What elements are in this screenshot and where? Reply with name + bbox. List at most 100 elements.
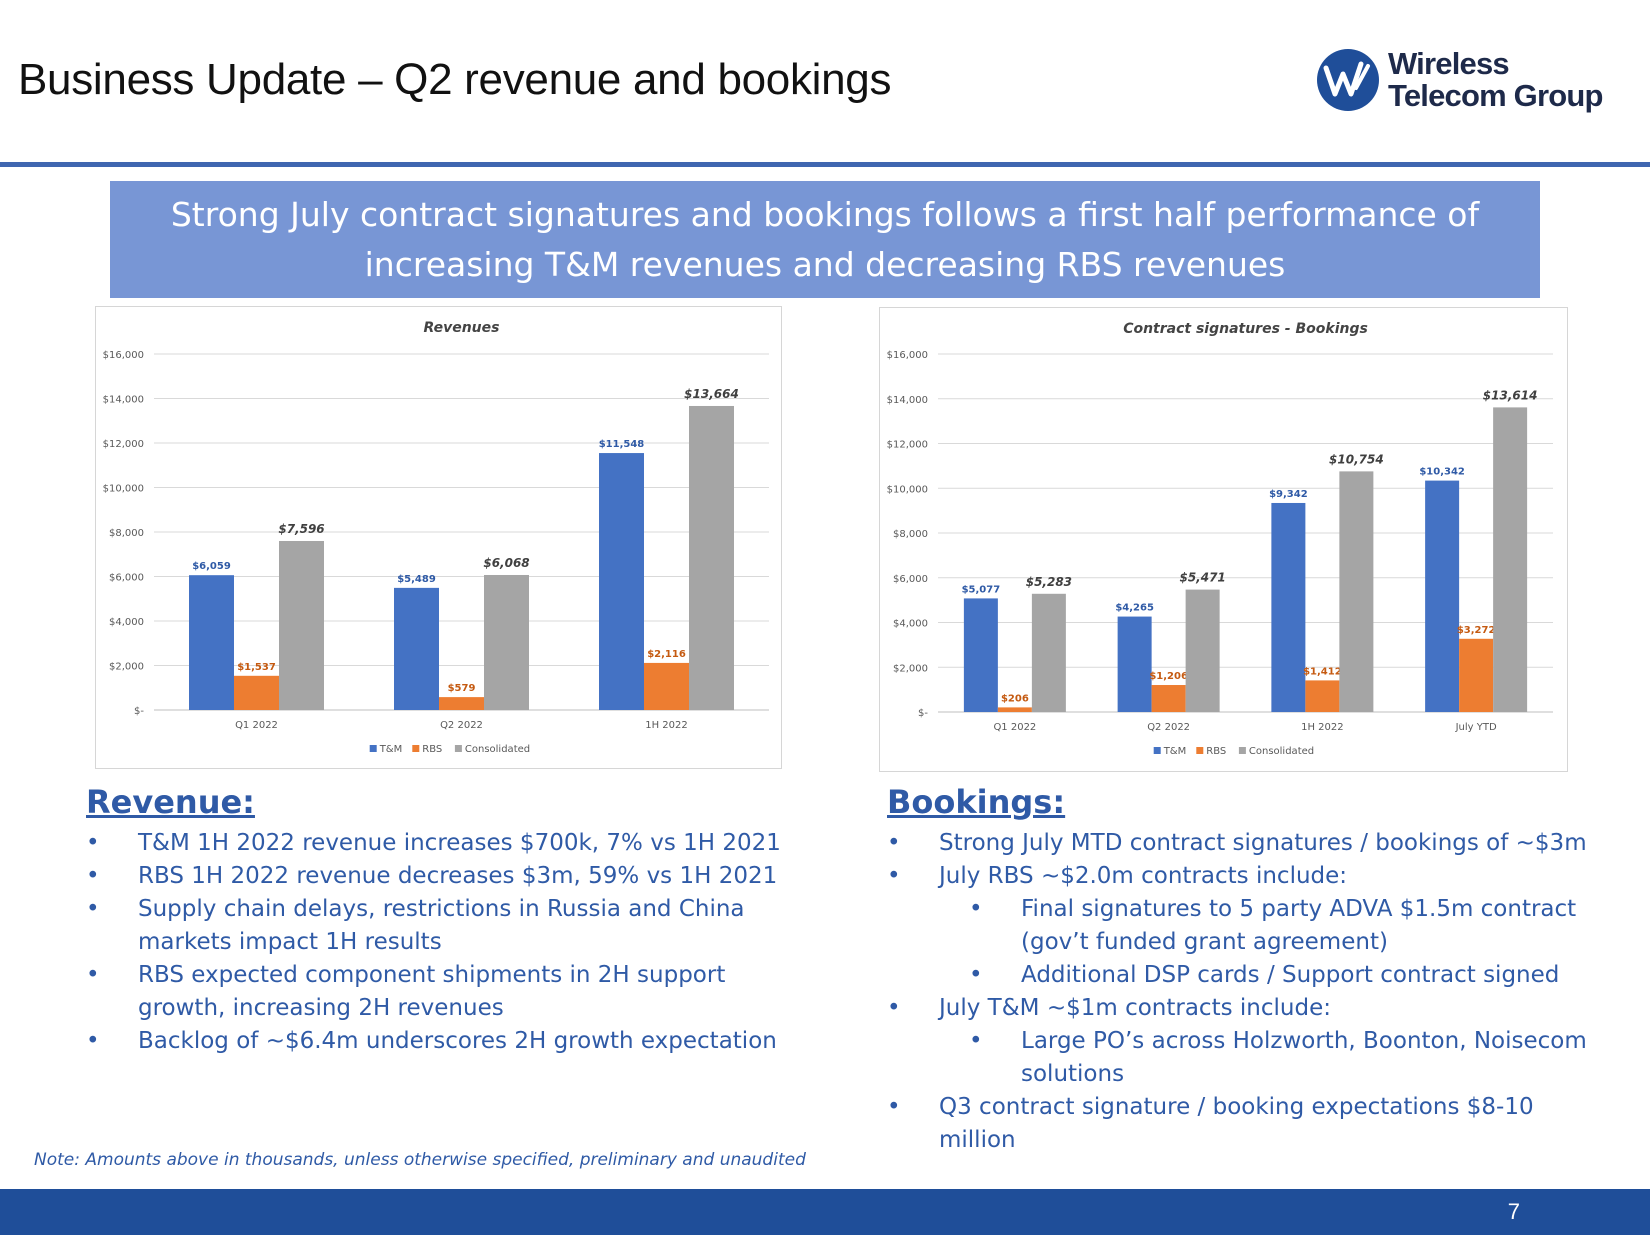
legend-entry: Consolidated: [1249, 746, 1314, 757]
banner-line-2: increasing T&M revenues and decreasing R…: [364, 244, 1286, 284]
legend-swatch: [412, 745, 420, 752]
bookings-bullets: • Strong July MTD contract signatures / b…: [887, 827, 1607, 1157]
data-label: $4,265: [1115, 603, 1154, 614]
revenue-item-text: Supply chain delays, restrictions in Rus…: [138, 896, 745, 955]
legend-entry: T&M: [1163, 746, 1187, 757]
bookings-item-text: Strong July MTD contract signatures / bo…: [939, 830, 1587, 856]
bar-tm: [1271, 502, 1306, 712]
y-tick-label: $16,000: [887, 350, 928, 361]
data-label: $1,537: [237, 662, 276, 673]
y-tick-label: $10,000: [103, 484, 144, 495]
bar-tm: [963, 598, 998, 712]
data-label: $13,664: [684, 387, 739, 401]
revenue-item-text: RBS expected component shipments in 2H s…: [138, 962, 726, 1021]
chart-canvas: Contract signatures - Bookings $- $2,000 $4…: [887, 321, 1553, 757]
logo-wordmark: Wireless Telecom Group: [1388, 48, 1603, 112]
x-tick-label: Q1 2022: [235, 720, 278, 731]
data-label: $5,471: [1179, 571, 1225, 585]
bar-tm: [189, 575, 234, 710]
revenue-heading: Revenue:: [86, 783, 255, 821]
bar-consolidated: [1031, 593, 1066, 712]
data-label: $7,596: [278, 522, 324, 536]
data-label: $6,068: [483, 556, 529, 570]
y-tick-label: $12,000: [103, 439, 144, 450]
bullet-icon: •: [969, 962, 983, 988]
x-tick-label: Q2 2022: [1147, 722, 1190, 733]
bar-consolidated: [279, 540, 324, 710]
data-label: $9,342: [1269, 489, 1308, 500]
legend-swatch: [1196, 747, 1204, 754]
bookings-item-text: July T&M ~$1m contracts include:: [939, 995, 1331, 1021]
data-label: $5,283: [1026, 575, 1072, 589]
bullet-icon: •: [969, 1028, 983, 1054]
data-label: $5,489: [397, 574, 436, 585]
data-label: $3,272: [1457, 625, 1496, 636]
revenue-bullets: • T&M 1H 2022 revenue increases $700k, 7%…: [86, 827, 786, 1058]
revenue-item: • Backlog of ~$6.4m underscores 2H growth…: [86, 1025, 786, 1058]
bullet-icon: •: [887, 830, 901, 856]
banner-line-1: Strong July contract signatures and book…: [170, 194, 1480, 234]
y-tick-label: $6,000: [893, 574, 928, 585]
y-tick-label: $10,000: [887, 484, 928, 495]
bullet-icon: •: [86, 863, 100, 889]
bookings-item-text: Large PO’s across Holzworth, Boonton, No…: [1021, 1028, 1587, 1087]
bullet-icon: •: [887, 1094, 901, 1120]
revenue-item-text: RBS 1H 2022 revenue decreases $3m, 59% v…: [138, 863, 778, 889]
footnote: Note: Amounts above in thousands, unless…: [34, 1150, 806, 1170]
y-tick-label: $8,000: [109, 528, 144, 539]
y-tick-label: $14,000: [103, 395, 144, 406]
data-label: $1,412: [1303, 666, 1342, 677]
y-tick-label: $12,000: [887, 440, 928, 451]
x-tick-label: Q2 2022: [440, 720, 483, 731]
bookings-item: • July T&M ~$1m contracts include:: [887, 992, 1607, 1025]
chart-title: Revenues: [424, 320, 500, 336]
bar-tm: [1117, 616, 1152, 712]
bullet-icon: •: [86, 1028, 100, 1054]
bar-rbs: [997, 707, 1032, 712]
bookings-item: • Strong July MTD contract signatures / b…: [887, 827, 1607, 860]
bar-consolidated: [484, 574, 529, 710]
legend-swatch: [1238, 747, 1246, 754]
revenue-item-text: T&M 1H 2022 revenue increases $700k, 7% …: [138, 830, 781, 856]
revenue-item: • RBS expected component shipments in 2H …: [86, 959, 786, 1025]
bar-consolidated: [689, 405, 734, 710]
chart-title: Contract signatures - Bookings: [1123, 321, 1368, 337]
revenue-item-text: Backlog of ~$6.4m underscores 2H growth …: [138, 1028, 777, 1054]
bookings-item: • Q3 contract signature / booking expecta…: [887, 1091, 1607, 1157]
bar-consolidated: [1339, 471, 1374, 712]
footer-bar: 7: [0, 1189, 1650, 1235]
revenue-section: Revenue: • T&M 1H 2022 revenue increases …: [86, 783, 786, 1058]
bookings-heading: Bookings:: [887, 783, 1066, 821]
x-tick-label: 1H 2022: [1301, 722, 1344, 733]
revenues-chart: Revenues $- $2,000 $4,000 $6,000 $8,000 $10,00…: [95, 306, 782, 769]
logo-line-1: Wireless: [1388, 46, 1510, 81]
legend-entry: Consolidated: [465, 744, 530, 755]
y-tick-label: $-: [134, 706, 144, 717]
revenue-item: • T&M 1H 2022 revenue increases $700k, 7%…: [86, 827, 786, 860]
data-label: $2,116: [647, 649, 686, 660]
data-label: $5,077: [962, 584, 1001, 595]
x-tick-label: July YTD: [1455, 722, 1497, 733]
bookings-item: • July RBS ~$2.0m contracts include:: [887, 860, 1607, 893]
bullet-icon: •: [887, 995, 901, 1021]
data-label: $10,754: [1329, 452, 1384, 466]
bar-consolidated: [1493, 407, 1528, 712]
bar-rbs: [1151, 685, 1186, 712]
y-tick-label: $2,000: [109, 662, 144, 673]
chart-canvas: Revenues $- $2,000 $4,000 $6,000 $8,000 $10,00…: [103, 320, 769, 755]
legend-swatch: [1153, 747, 1161, 754]
logo-line-2: Telecom Group: [1388, 78, 1603, 113]
y-tick-label: $16,000: [103, 350, 144, 361]
summary-banner: Strong July contract signatures and book…: [110, 181, 1540, 298]
bookings-item-text: Q3 contract signature / booking expectat…: [939, 1094, 1534, 1153]
bullet-icon: •: [969, 896, 983, 922]
page-number: 7: [1507, 1199, 1520, 1224]
legend-entry: T&M: [379, 744, 403, 755]
bullet-icon: •: [86, 962, 100, 988]
bullet-icon: •: [86, 830, 100, 856]
bar-tm: [394, 587, 439, 710]
y-tick-label: $2,000: [893, 663, 928, 674]
y-tick-label: $4,000: [109, 617, 144, 628]
revenue-item: • Supply chain delays, restrictions in Ru…: [86, 893, 786, 959]
data-label: $10,342: [1419, 467, 1465, 478]
